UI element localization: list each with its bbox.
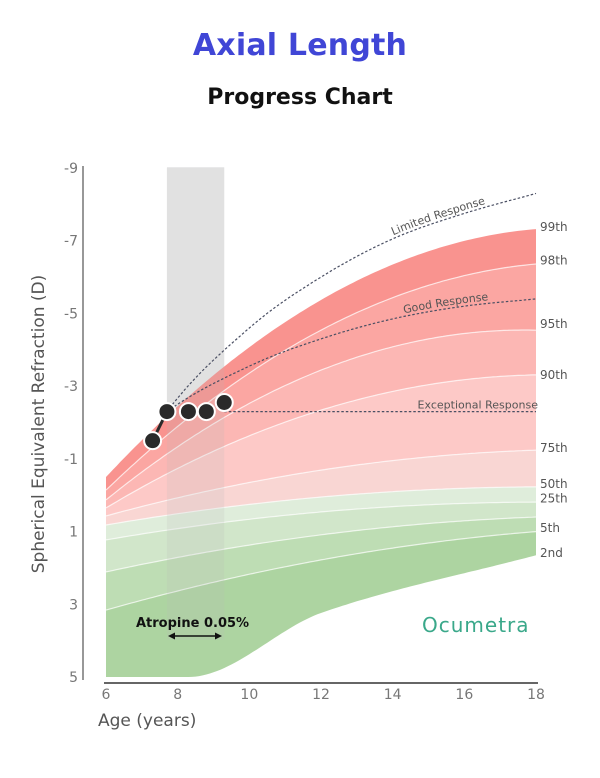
percentile-line-98th xyxy=(105,263,537,491)
percentile-band-50th xyxy=(106,486,536,540)
measurement-point[interactable] xyxy=(214,393,234,413)
percentile-line-5th xyxy=(105,531,537,611)
y-tick-label: -3 xyxy=(64,379,78,395)
percentile-label-5th: 5th xyxy=(540,521,560,535)
treatment-overlay xyxy=(166,168,225,640)
percentile-label-2nd: 2nd xyxy=(540,546,563,560)
y-tick-label: 3 xyxy=(69,597,78,613)
brand-name: Ocumetra xyxy=(422,613,530,637)
exceptional-response-label-text: Exceptional Response xyxy=(418,399,539,412)
x-axis-title: Age (years) xyxy=(98,711,196,731)
percentile-line-25th xyxy=(105,501,536,541)
percentile-band-25th xyxy=(106,502,536,572)
percentile-band-99th xyxy=(106,229,536,491)
percentile-line-50th xyxy=(105,486,536,526)
x-tick-label: 18 xyxy=(527,687,545,703)
limited-response-label: Limited Response xyxy=(389,194,486,238)
percentile-band-75th xyxy=(106,450,536,525)
percentile-label-50th: 50th xyxy=(540,477,568,491)
treatment-label: Atropine 0.05% xyxy=(136,616,249,631)
percentile-line-95th xyxy=(105,329,537,501)
percentile-band-95th xyxy=(106,330,536,508)
percentile-line-90th xyxy=(105,374,536,509)
limited-response-label-text: Limited Response xyxy=(389,194,486,238)
tick-labels: 6 8 10 12 14 16 18 -9 -7 -5 -3 -1 1 3 5 xyxy=(64,161,545,703)
percentile-label-98th: 98th xyxy=(540,254,568,268)
measurement-point[interactable] xyxy=(178,402,198,422)
percentile-label-90th: 90th xyxy=(540,368,568,382)
exceptional-response-label: Exceptional Response xyxy=(418,399,539,412)
percentile-label-95th: 95th xyxy=(540,317,568,331)
y-tick-label: 5 xyxy=(69,670,78,686)
chart-subtitle: Progress Chart xyxy=(207,85,393,110)
percentile-band-5th xyxy=(106,531,536,677)
limited-response-curve xyxy=(166,192,537,412)
measurement-point[interactable] xyxy=(157,402,177,422)
y-tick-label: -7 xyxy=(64,234,78,250)
x-tick-label: 8 xyxy=(173,687,182,703)
treatment-arrow xyxy=(168,632,222,640)
percentile-band-unlabeled xyxy=(106,517,536,611)
percentile-bands xyxy=(105,168,537,677)
axes xyxy=(82,166,538,684)
x-tick-label: 16 xyxy=(455,687,473,703)
measurement-point[interactable] xyxy=(196,402,216,422)
measurement-points xyxy=(143,393,234,451)
good-response-curve xyxy=(166,298,537,413)
x-tick-label: 6 xyxy=(102,687,111,703)
percentile-label-75th: 75th xyxy=(540,441,568,455)
percentile-band-90th xyxy=(106,374,536,516)
x-tick-label: 14 xyxy=(384,687,402,703)
x-tick-label: 12 xyxy=(312,687,330,703)
y-tick-label: 1 xyxy=(69,525,78,541)
y-axis-title: Spherical Equivalent Refraction (D) xyxy=(29,275,49,574)
percentile-line-75th xyxy=(105,449,537,517)
y-tick-label: -1 xyxy=(64,452,78,468)
x-tick-label: 10 xyxy=(240,687,258,703)
y-tick-label: -9 xyxy=(64,161,78,177)
percentile-band-98th xyxy=(106,264,536,500)
chart-title: Axial Length xyxy=(192,28,408,63)
percentile-line-unlabeled xyxy=(105,516,537,573)
percentile-label-99th: 99th xyxy=(540,220,568,234)
measurement-point[interactable] xyxy=(143,431,163,451)
brand-logo: Ocumetra xyxy=(422,613,530,637)
percentile-label-25th: 25th xyxy=(540,492,568,506)
y-tick-label: -5 xyxy=(64,306,78,322)
